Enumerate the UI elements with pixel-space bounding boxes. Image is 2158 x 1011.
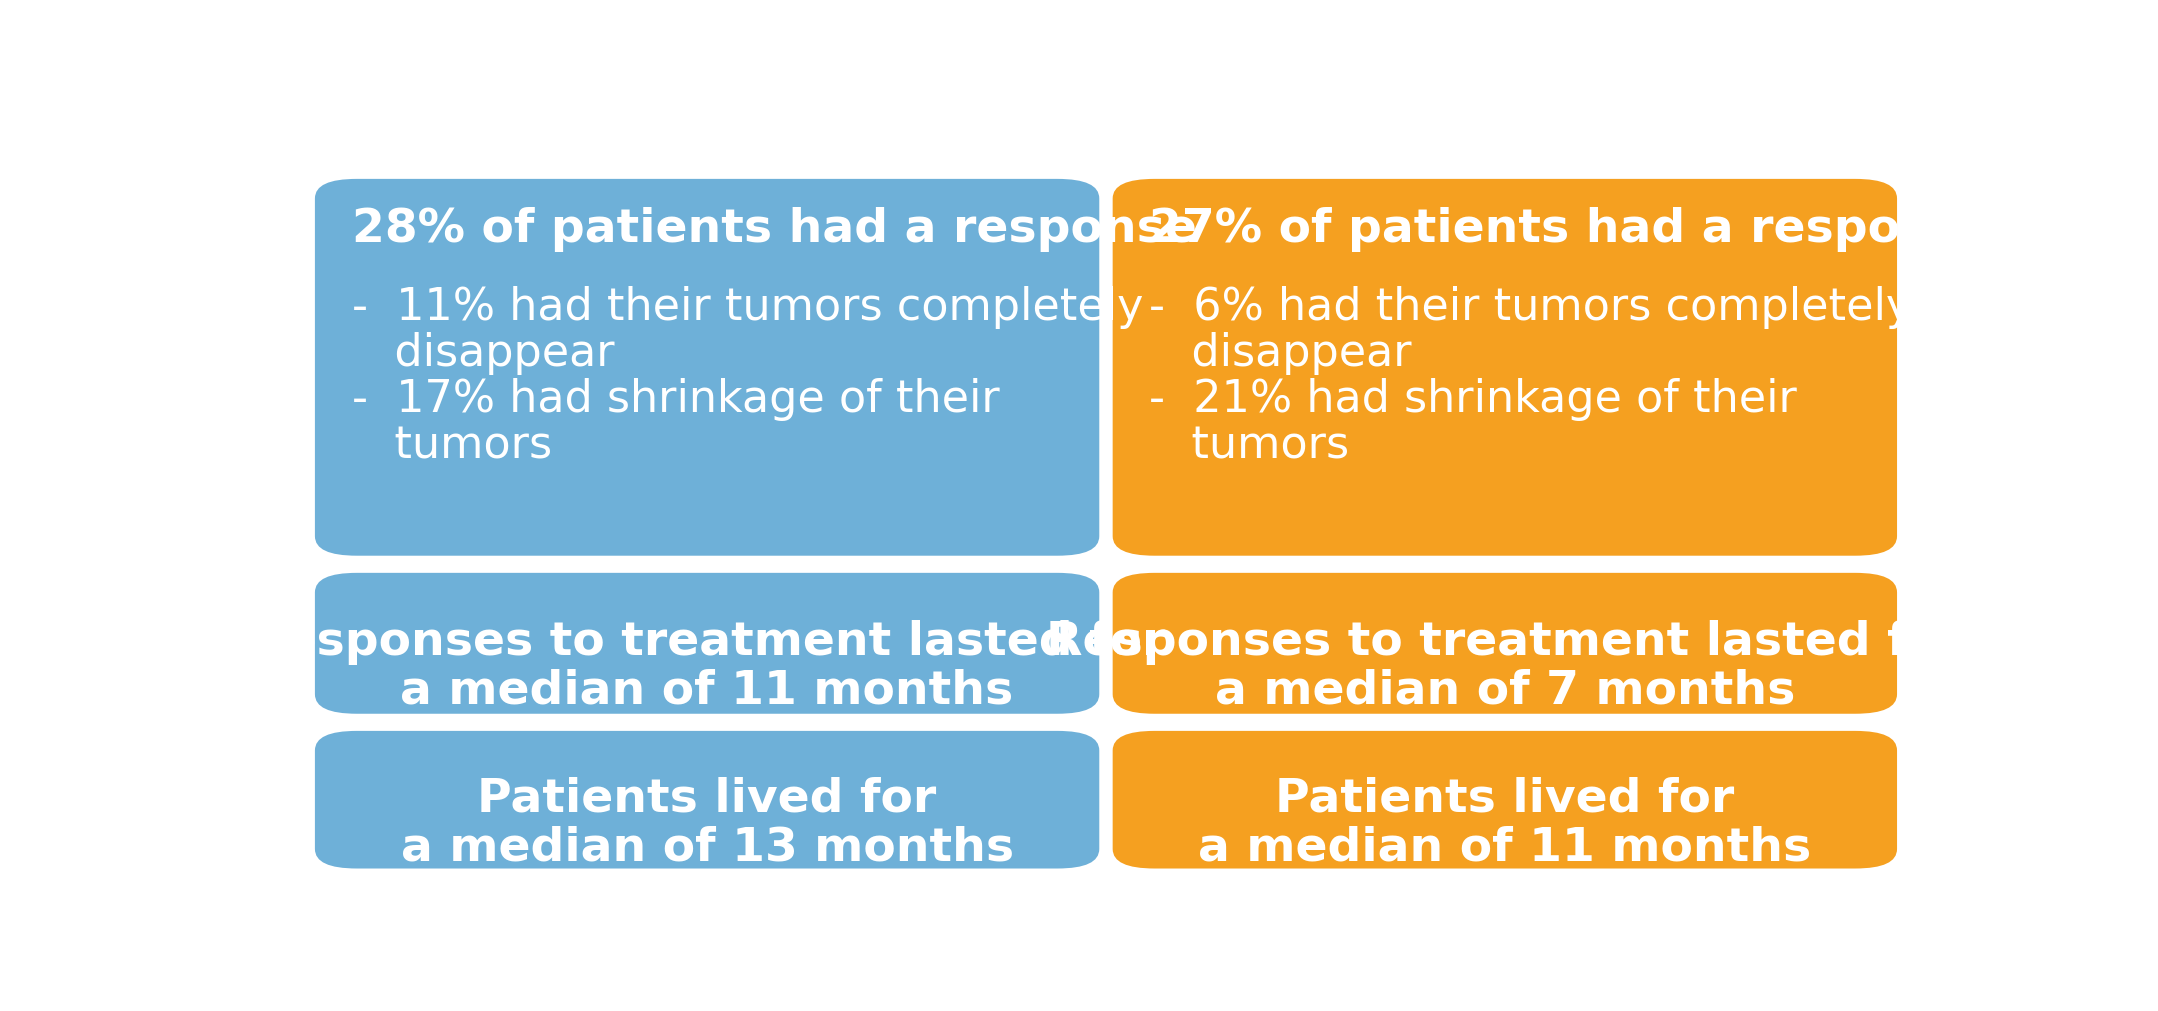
Text: a median of 13 months: a median of 13 months <box>401 824 1014 869</box>
Text: 28% of patients had a response: 28% of patients had a response <box>352 207 1196 252</box>
Text: -  17% had shrinkage of their: - 17% had shrinkage of their <box>352 378 999 421</box>
FancyBboxPatch shape <box>1114 731 1897 868</box>
Text: Patients lived for: Patients lived for <box>1275 775 1735 820</box>
Text: a median of 7 months: a median of 7 months <box>1215 668 1795 713</box>
FancyBboxPatch shape <box>315 573 1098 714</box>
Text: -  21% had shrinkage of their: - 21% had shrinkage of their <box>1150 378 1798 421</box>
Text: Patients lived for: Patients lived for <box>477 775 937 820</box>
Text: a median of 11 months: a median of 11 months <box>1198 824 1811 869</box>
Text: -  6% had their tumors completely: - 6% had their tumors completely <box>1150 285 1912 329</box>
FancyBboxPatch shape <box>315 180 1098 556</box>
Text: tumors: tumors <box>1150 424 1349 467</box>
FancyBboxPatch shape <box>1114 180 1897 556</box>
Text: disappear: disappear <box>352 332 615 374</box>
Text: a median of 11 months: a median of 11 months <box>401 668 1014 713</box>
Text: Responses to treatment lasted for: Responses to treatment lasted for <box>248 619 1165 664</box>
Text: -  11% had their tumors completely: - 11% had their tumors completely <box>352 285 1144 329</box>
FancyBboxPatch shape <box>315 731 1098 868</box>
FancyBboxPatch shape <box>1114 573 1897 714</box>
Text: tumors: tumors <box>352 424 552 467</box>
Text: disappear: disappear <box>1150 332 1411 374</box>
Text: 27% of patients had a response: 27% of patients had a response <box>1150 207 1994 252</box>
Text: Responses to treatment lasted for: Responses to treatment lasted for <box>1047 619 1964 664</box>
